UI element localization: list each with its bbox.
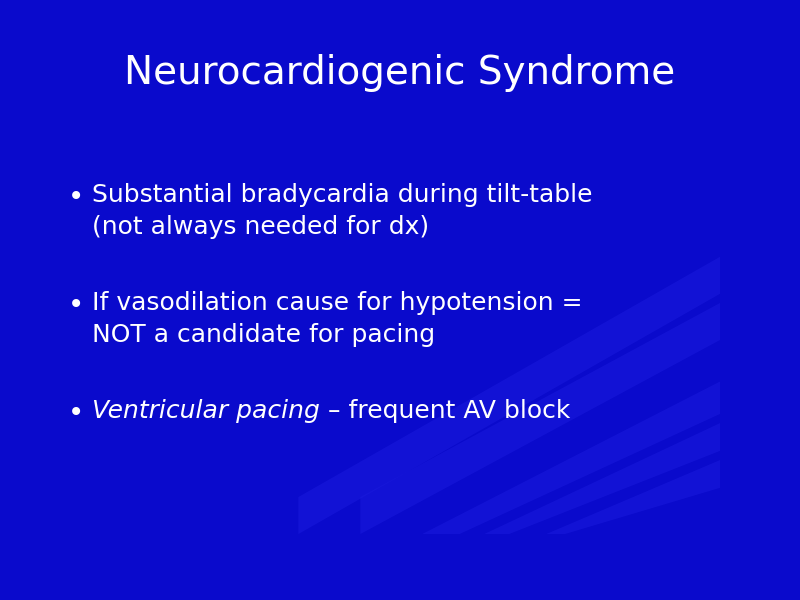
Text: Ventricular pacing: Ventricular pacing	[92, 399, 320, 423]
Text: •: •	[68, 183, 84, 211]
Text: •: •	[68, 399, 84, 427]
Polygon shape	[546, 460, 720, 534]
Text: Substantial bradycardia during tilt-table
(not always needed for dx): Substantial bradycardia during tilt-tabl…	[92, 183, 593, 239]
Text: – frequent AV block: – frequent AV block	[320, 399, 570, 423]
Polygon shape	[485, 423, 720, 534]
Text: Neurocardiogenic Syndrome: Neurocardiogenic Syndrome	[124, 54, 676, 92]
Polygon shape	[422, 382, 720, 534]
Text: •: •	[68, 291, 84, 319]
Polygon shape	[298, 257, 720, 534]
Text: If vasodilation cause for hypotension =
NOT a candidate for pacing: If vasodilation cause for hypotension = …	[92, 291, 582, 347]
Polygon shape	[360, 303, 720, 534]
